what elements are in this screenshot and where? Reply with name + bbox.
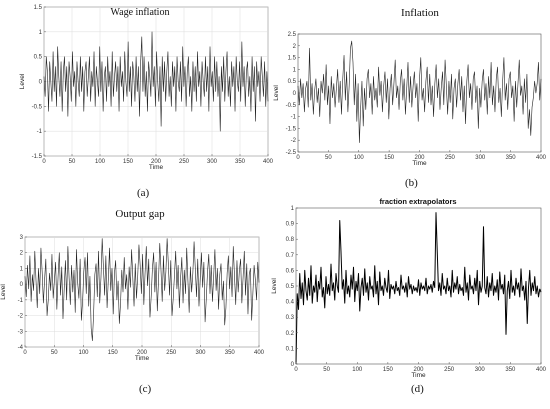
x-tick-label: 400: [536, 367, 547, 373]
x-tick-label: 150: [108, 350, 119, 356]
x-tick-label: 100: [78, 350, 89, 356]
y-tick-label: 0.6: [286, 268, 295, 274]
x-tick-label: 50: [323, 367, 330, 373]
y-tick-label: -3: [18, 329, 24, 335]
y-tick-label: 3: [20, 235, 24, 241]
y-tick-label: 0: [20, 282, 24, 288]
chart-title: Inflation: [401, 7, 439, 19]
x-tick-label: 0: [23, 350, 27, 356]
x-tick-label: 100: [352, 367, 363, 373]
y-tick-label: -1: [18, 298, 24, 304]
x-tick-label: 350: [225, 350, 236, 356]
chart-title: fraction extrapolators: [379, 197, 456, 206]
y-tick-label: 0.9: [286, 222, 295, 228]
y-axis-label: Level: [271, 278, 278, 294]
panel-label-c: (c): [139, 383, 152, 395]
y-tick-label: 1: [291, 206, 295, 212]
y-tick-label: 2: [20, 251, 24, 257]
x-tick-label: 400: [263, 159, 274, 165]
y-tick-label: 0.5: [34, 55, 43, 61]
x-tick-label: 0: [42, 159, 46, 165]
chart-panel-c: 0 50 100 150 200 250 300 350 400 -4 -3 -2 -1 0 1 2 3 Time…: [0, 208, 265, 362]
y-tick-label: 0.1: [286, 346, 295, 352]
x-tick-label: 0: [296, 155, 300, 161]
x-tick-label: 350: [505, 367, 516, 373]
y-tick-label: 2: [293, 44, 297, 50]
x-tick-label: 50: [69, 159, 76, 165]
x-tick-label: 50: [51, 350, 58, 356]
panel-label-a: (a): [137, 187, 150, 199]
chart-panel-b: 0 50 100 150 200 250 300 350 400 -2.5 -2 -1.5 -1 -0.5…: [273, 7, 547, 167]
x-tick-label: 300: [475, 367, 486, 373]
x-tick-label: 150: [383, 367, 394, 373]
x-tick-label: 250: [445, 155, 456, 161]
y-tick-label: -2: [18, 314, 24, 320]
y-tick-label: -1.5: [286, 126, 297, 132]
y-tick-label: 0.2: [286, 331, 295, 337]
x-tick-label: 400: [536, 155, 547, 161]
panel-label-d: (d): [411, 383, 424, 395]
y-tick-label: 1: [293, 67, 297, 73]
x-tick-label: 300: [207, 159, 218, 165]
y-axis-label: Level: [0, 284, 7, 300]
chart-panel-a: 0 50 100 150 200 250 300 350 400 -1.5 -1 -0.5 0 0.5 1 1…: [19, 5, 274, 171]
y-tick-label: 0: [39, 80, 43, 86]
y-tick-label: 0.5: [288, 79, 297, 85]
y-tick-label: 0: [293, 91, 297, 97]
chart-panel-d: 0 50 100 150 200 250 300 350 400 0 0.1 0.2 0.3 0.4 0.5…: [271, 197, 547, 379]
x-tick-label: 150: [384, 155, 395, 161]
series-line: [43, 31, 269, 132]
y-tick-label: -1: [291, 115, 297, 121]
x-tick-label: 200: [151, 159, 162, 165]
x-tick-label: 250: [166, 350, 177, 356]
x-axis-label: Time: [412, 160, 427, 167]
x-tick-label: 100: [354, 155, 365, 161]
x-tick-label: 150: [123, 159, 134, 165]
y-tick-label: 0: [291, 362, 295, 368]
y-tick-label: -1.5: [32, 154, 43, 160]
y-tick-label: 0.3: [286, 315, 295, 321]
y-tick-label: 0.7: [286, 253, 295, 259]
y-tick-label: 1.5: [34, 5, 43, 11]
y-tick-label: 0.8: [286, 237, 295, 243]
x-tick-label: 0: [294, 367, 298, 373]
chart-title: Wage inflation: [111, 7, 170, 18]
x-tick-label: 350: [235, 159, 246, 165]
y-tick-label: 2.5: [288, 32, 297, 38]
chart-title: Output gap: [115, 208, 165, 220]
y-tick-label: -0.5: [286, 103, 297, 109]
y-tick-label: -1: [37, 129, 43, 135]
panel-label-b: (b): [405, 177, 418, 189]
y-tick-label: 0.4: [286, 300, 295, 306]
x-axis-label: Time: [135, 355, 150, 362]
y-tick-label: 1: [20, 266, 24, 272]
x-tick-label: 200: [137, 350, 148, 356]
y-tick-label: 1.5: [288, 56, 297, 62]
y-tick-label: 1: [39, 30, 43, 36]
x-tick-label: 50: [325, 155, 332, 161]
series-line: [297, 40, 542, 143]
y-axis-label: Level: [19, 73, 26, 89]
y-tick-label: -0.5: [32, 104, 43, 110]
x-axis-label: Time: [149, 164, 164, 171]
series-line: [295, 212, 542, 365]
x-tick-label: 300: [475, 155, 486, 161]
x-axis-label: Time: [411, 372, 426, 379]
x-tick-label: 200: [413, 367, 424, 373]
series-line: [24, 238, 260, 342]
x-tick-label: 250: [444, 367, 455, 373]
x-tick-label: 250: [179, 159, 190, 165]
y-axis-label: Level: [273, 85, 280, 101]
x-tick-label: 300: [195, 350, 206, 356]
x-tick-label: 200: [414, 155, 425, 161]
y-tick-label: -2.5: [286, 150, 297, 156]
x-tick-label: 350: [506, 155, 517, 161]
x-tick-label: 400: [254, 350, 265, 356]
x-tick-label: 100: [95, 159, 106, 165]
y-tick-label: 0.5: [286, 284, 295, 290]
y-tick-label: -2: [291, 138, 297, 144]
y-tick-label: -4: [18, 345, 24, 351]
